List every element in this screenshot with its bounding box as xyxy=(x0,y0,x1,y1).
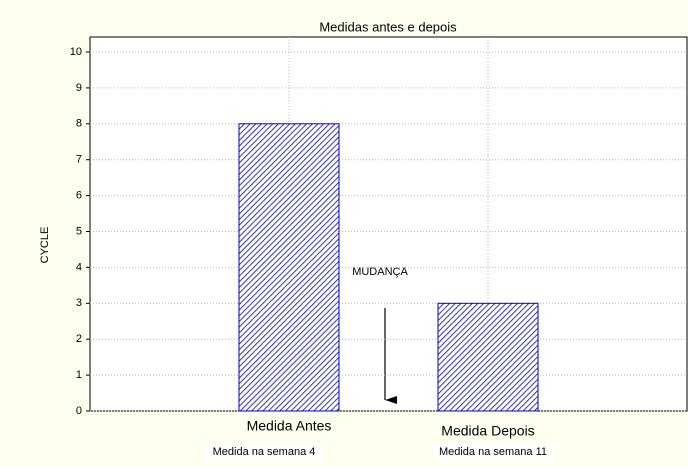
y-tick-label: 4 xyxy=(76,261,82,273)
y-tick-label: 5 xyxy=(76,225,82,237)
y-tick-label: 2 xyxy=(76,333,82,345)
plot-area xyxy=(89,36,688,412)
y-tick-label: 10 xyxy=(70,46,82,58)
x-tick-label: Medida Antes xyxy=(247,418,332,434)
note-box xyxy=(204,443,324,461)
x-tick-label: Medida Depois xyxy=(441,423,534,439)
y-tick-label: 6 xyxy=(76,190,82,202)
y-tick-label: 1 xyxy=(76,369,82,381)
category-note: Medida na semana 4 xyxy=(213,446,316,458)
bar xyxy=(437,302,539,412)
note-box xyxy=(433,443,553,461)
y-axis-label: CYCLE xyxy=(39,227,51,264)
chart-title: Medidas antes e depois xyxy=(319,19,457,34)
y-tick-label: 0 xyxy=(76,405,82,417)
y-tick-label: 9 xyxy=(76,82,82,94)
y-tick-label: 8 xyxy=(76,118,82,130)
y-tick-label: 7 xyxy=(76,154,82,166)
y-tick-label: 3 xyxy=(76,297,82,309)
bar xyxy=(238,123,340,412)
annotation: MUDANÇA xyxy=(352,266,408,278)
category-note: Medida na semana 11 xyxy=(439,446,547,458)
